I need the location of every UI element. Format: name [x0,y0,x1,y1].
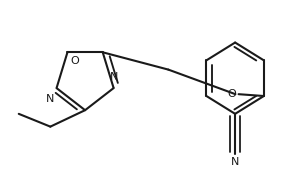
Text: N: N [110,72,118,82]
Text: N: N [46,94,54,104]
Text: O: O [70,56,79,66]
Text: O: O [227,89,236,99]
Text: N: N [231,157,239,167]
